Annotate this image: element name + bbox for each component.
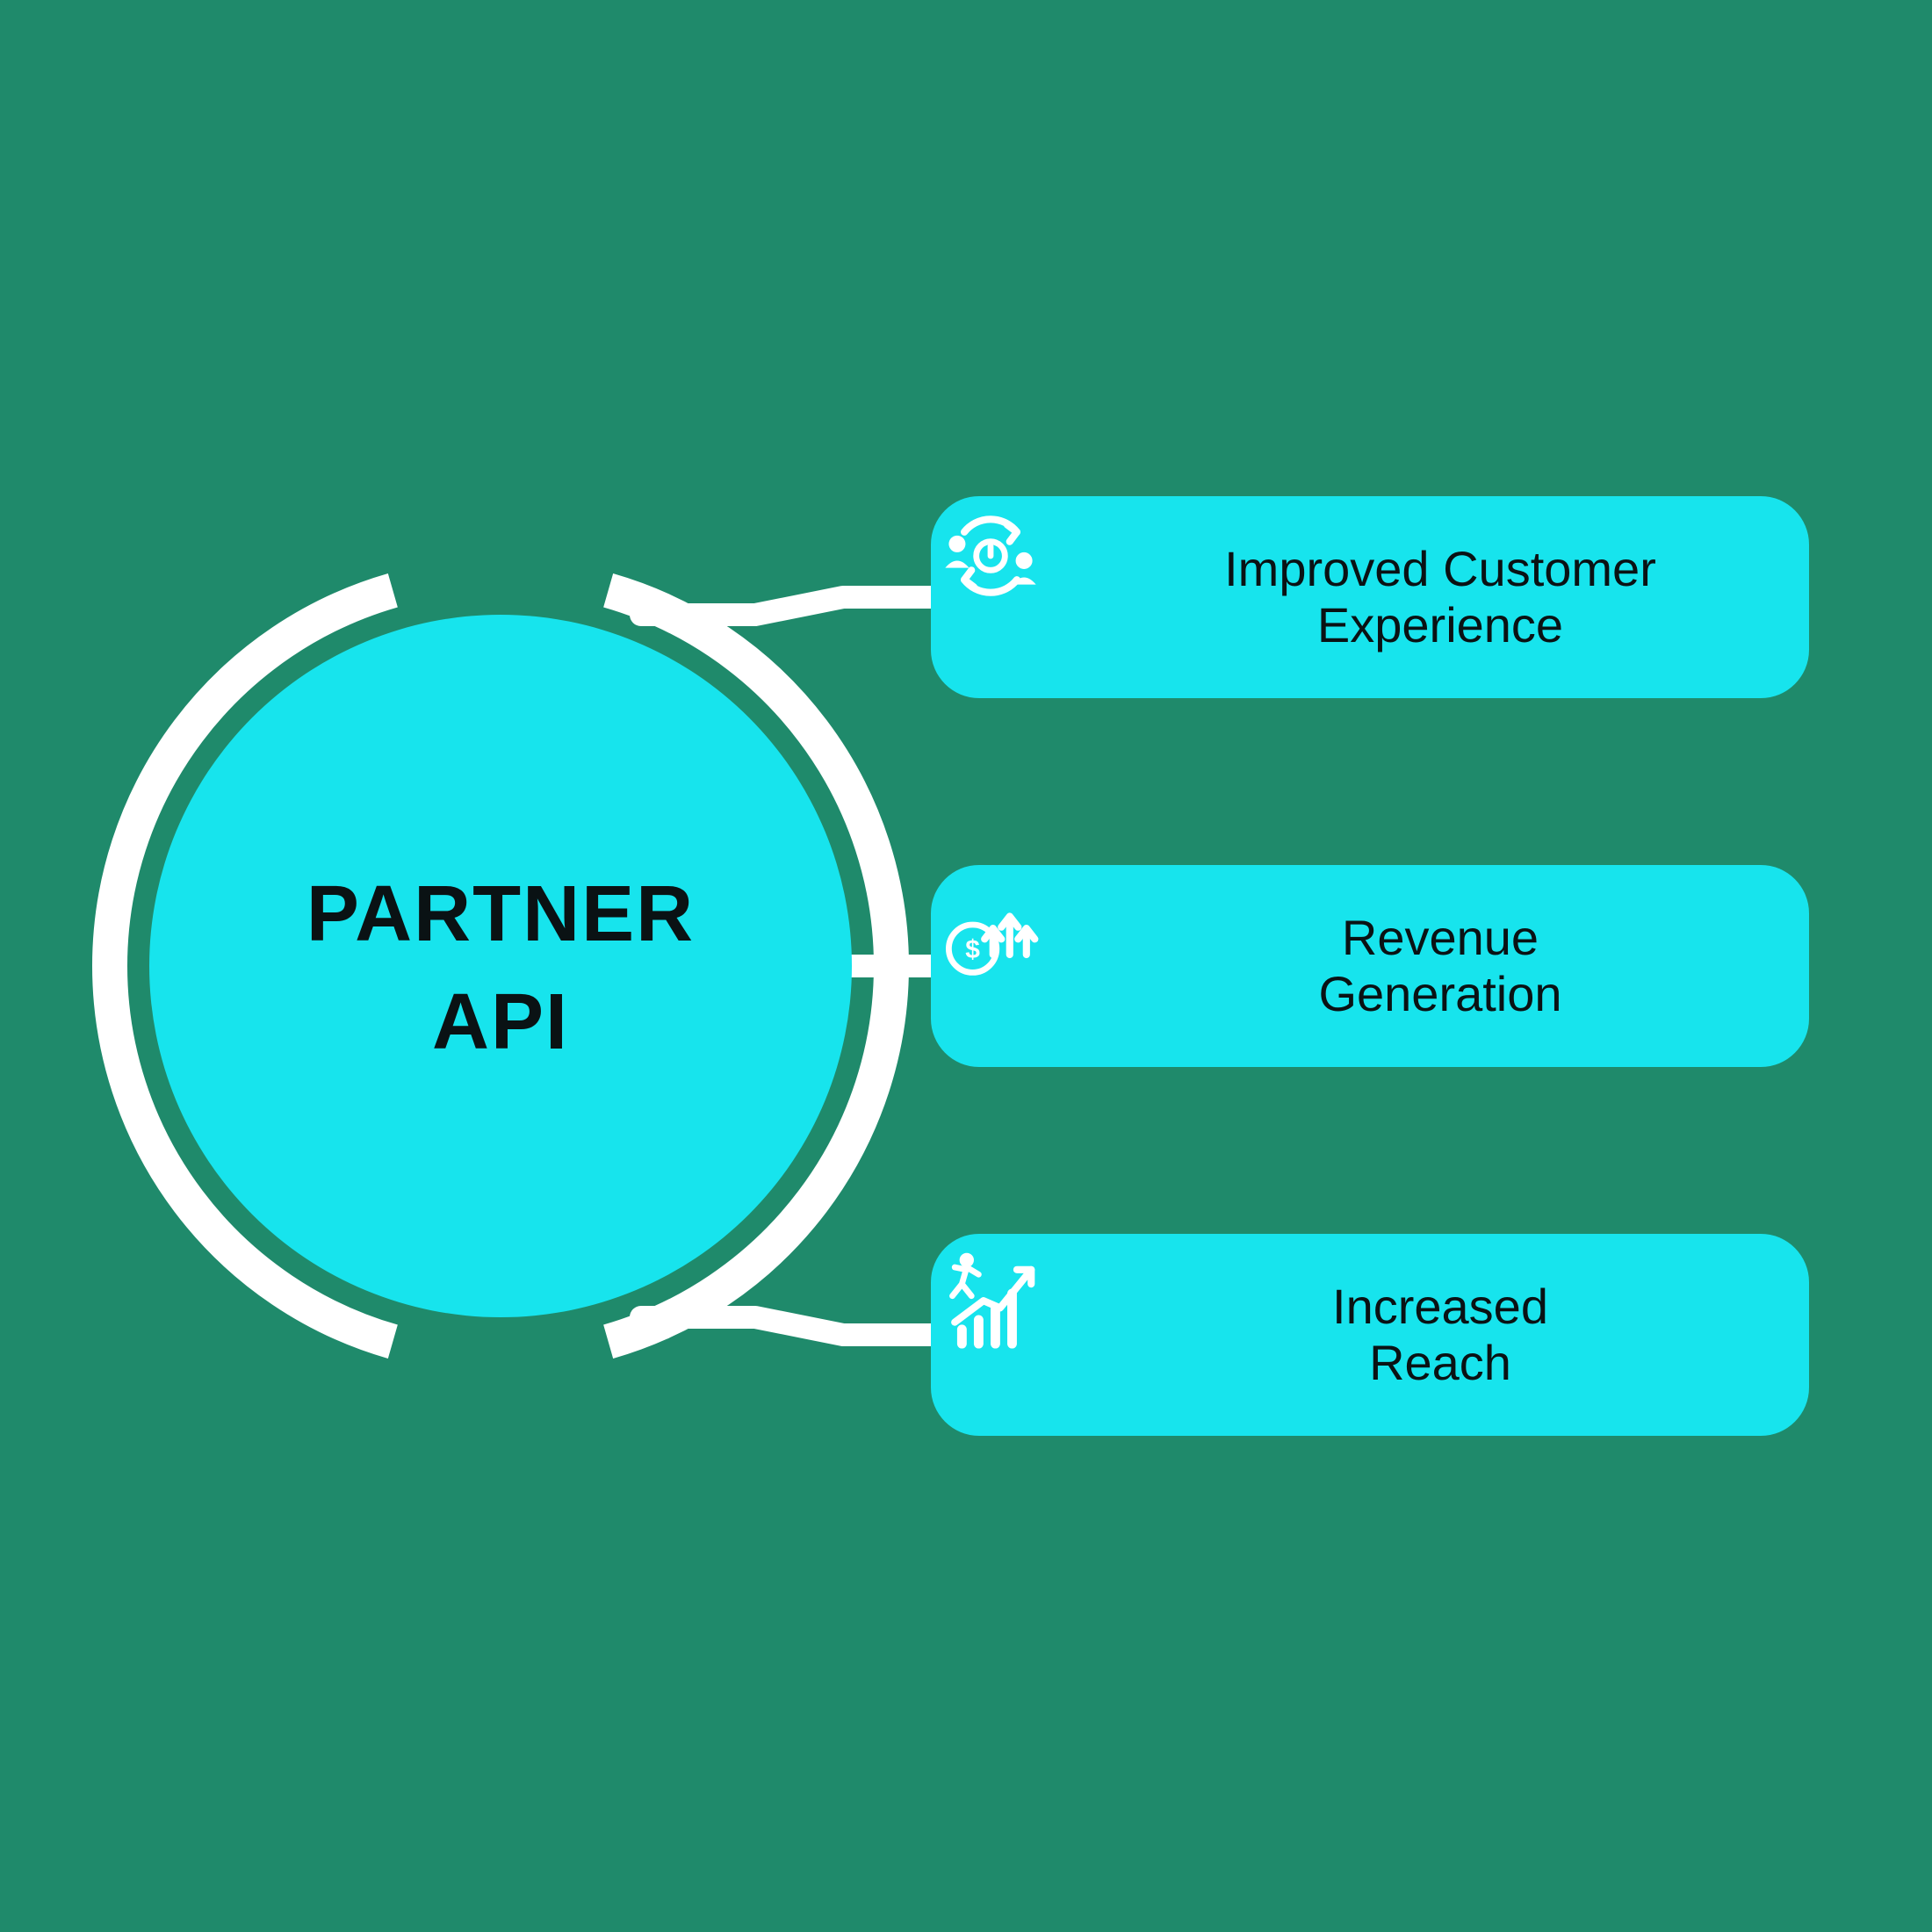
- benefit-pill-increased-reach: IncreasedReach: [931, 1234, 1809, 1436]
- revenue-arrows-icon: $: [957, 891, 1107, 1041]
- benefit-pill-revenue-generation: $ RevenueGeneration: [931, 865, 1809, 1067]
- growth-chart-icon: [957, 1260, 1107, 1409]
- people-sync-icon: [957, 523, 1107, 672]
- benefit-label: Improved CustomerExperience: [1107, 541, 1774, 654]
- benefit-label: IncreasedReach: [1107, 1279, 1774, 1392]
- infographic-stage: PARTNERAPI Improved CustomerExperience $ Re…: [0, 0, 1932, 1932]
- center-title: PARTNERAPI: [193, 869, 808, 1068]
- benefit-label: RevenueGeneration: [1107, 910, 1774, 1023]
- benefit-pill-customer-experience: Improved CustomerExperience: [931, 496, 1809, 698]
- svg-text:$: $: [965, 935, 980, 964]
